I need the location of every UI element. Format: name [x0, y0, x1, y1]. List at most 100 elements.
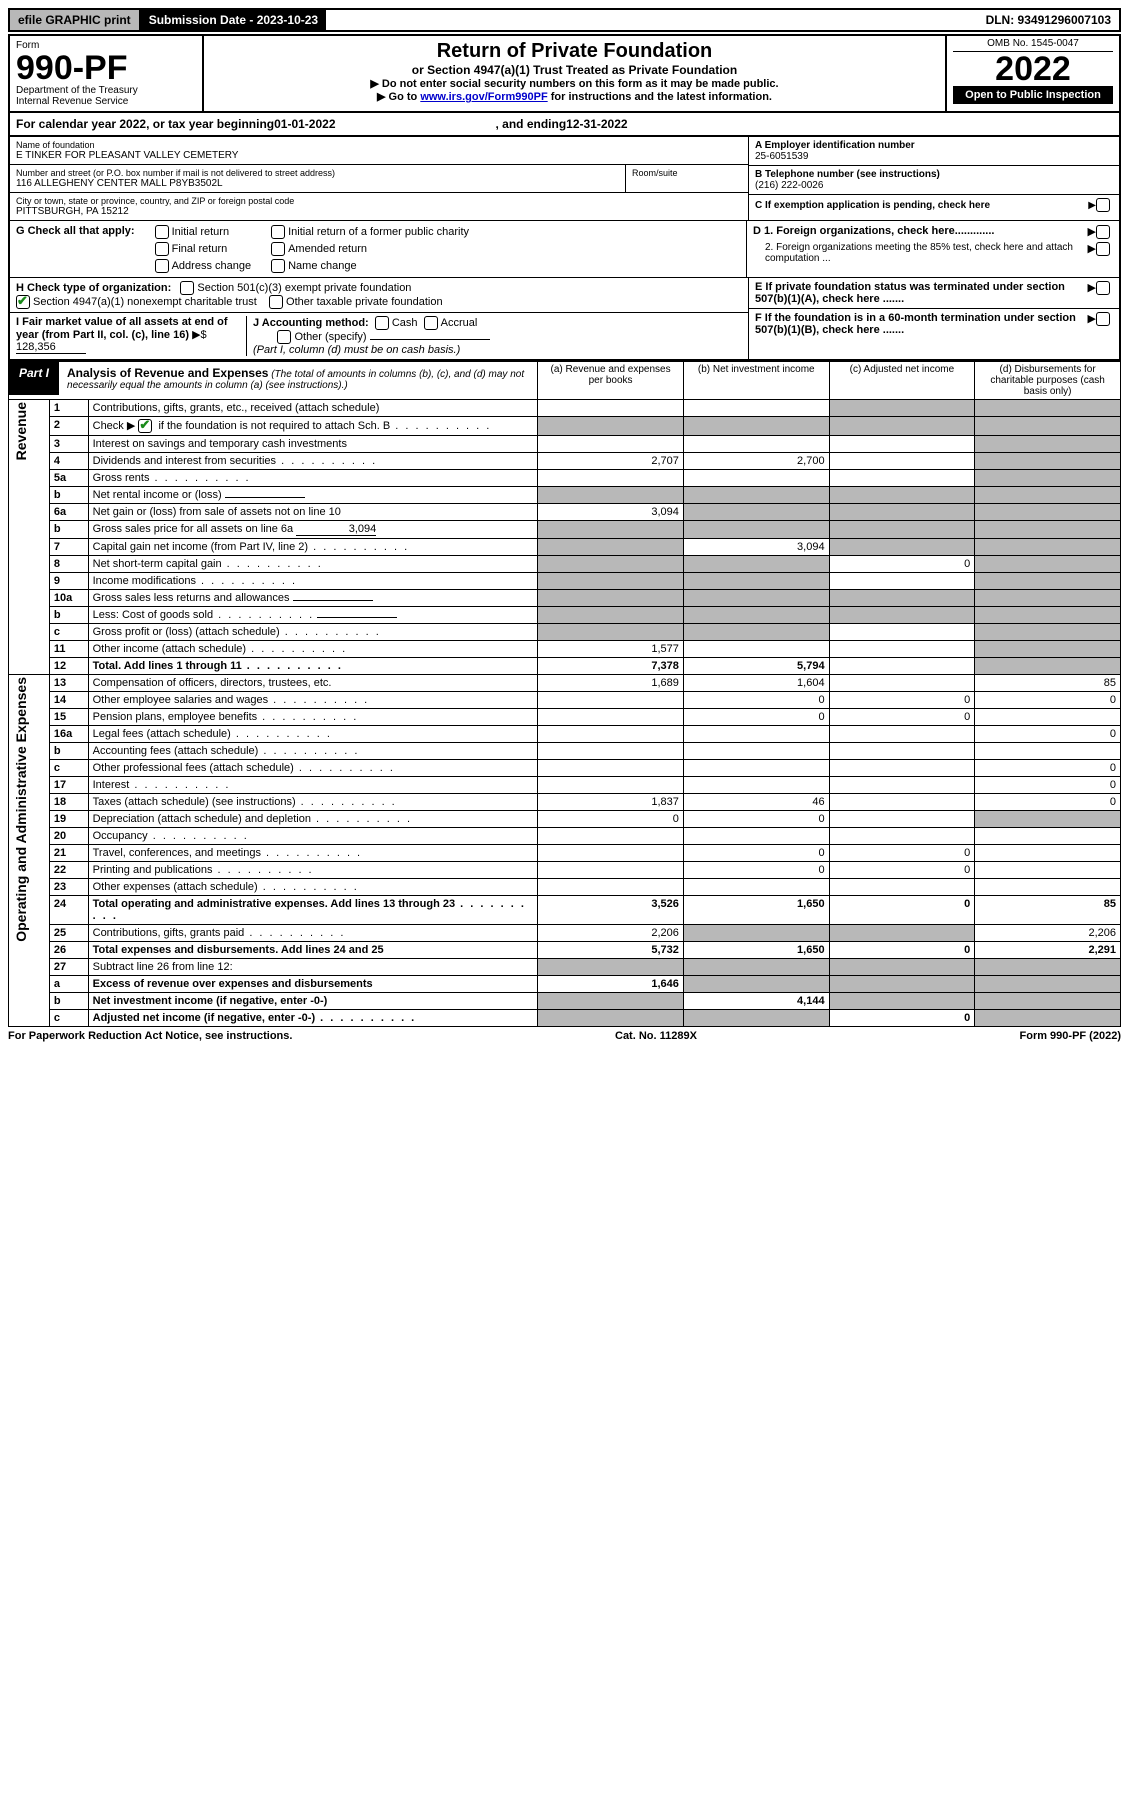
cell-value: 0	[538, 811, 684, 828]
cell-shaded	[975, 1010, 1121, 1027]
row-desc: Other employee salaries and wages	[88, 692, 538, 709]
row-num: 24	[49, 896, 88, 925]
cell-value: 3,526	[538, 896, 684, 925]
g-initial-checkbox[interactable]	[155, 225, 169, 239]
row-desc: Total expenses and disbursements. Add li…	[88, 942, 538, 959]
cell-value: 3,094	[683, 539, 829, 556]
cell-value	[829, 573, 975, 590]
row-num: 15	[49, 709, 88, 726]
cell-value	[538, 760, 684, 777]
row-desc: Income modifications	[88, 573, 538, 590]
cell-value	[538, 692, 684, 709]
cell-shaded	[538, 521, 684, 539]
table-row: 9Income modifications	[9, 573, 1121, 590]
form-title: Return of Private Foundation	[210, 40, 939, 63]
h-501c3-checkbox[interactable]	[180, 281, 194, 295]
cell-value: 3,094	[538, 504, 684, 521]
cell-shaded	[975, 521, 1121, 539]
g-initial-former-checkbox[interactable]	[271, 225, 285, 239]
col-a-header: (a) Revenue and expenses per books	[538, 362, 684, 400]
row-num: 3	[49, 436, 88, 453]
dept-treasury: Department of the Treasury	[16, 85, 196, 96]
row-num: c	[49, 1010, 88, 1027]
cell-value	[829, 726, 975, 743]
row-num: 4	[49, 453, 88, 470]
cell-value	[538, 400, 684, 417]
cell-value: 0	[683, 709, 829, 726]
cell-value: 0	[683, 811, 829, 828]
h-other-checkbox[interactable]	[269, 295, 283, 309]
d1-checkbox[interactable]	[1096, 225, 1110, 239]
cell-value: 0	[975, 794, 1121, 811]
cell-value	[683, 641, 829, 658]
topbar: efile GRAPHIC print Submission Date - 20…	[8, 8, 1121, 32]
j-cash-checkbox[interactable]	[375, 316, 389, 330]
row-num: 10a	[49, 590, 88, 607]
table-row: bLess: Cost of goods sold	[9, 607, 1121, 624]
table-row: 26Total expenses and disbursements. Add …	[9, 942, 1121, 959]
cell-shaded	[975, 607, 1121, 624]
g-amended-checkbox[interactable]	[271, 242, 285, 256]
d1-label: D 1. Foreign organizations, check here..…	[753, 225, 1088, 239]
row-num: 21	[49, 845, 88, 862]
j-other-checkbox[interactable]	[277, 330, 291, 344]
cell-value: 0	[975, 777, 1121, 794]
schb-checkbox[interactable]	[138, 419, 152, 433]
cell-value: 85	[975, 896, 1121, 925]
cell-value: 1,689	[538, 675, 684, 692]
form-number: 990-PF	[16, 51, 196, 85]
cell-shaded	[683, 504, 829, 521]
row-num: 18	[49, 794, 88, 811]
part1-label: Part I	[9, 362, 59, 395]
room-suite-label: Room/suite	[625, 165, 748, 192]
h-4947-checkbox[interactable]	[16, 295, 30, 309]
header-left: Form 990-PF Department of the Treasury I…	[10, 36, 204, 111]
row-desc: Capital gain net income (from Part IV, l…	[88, 539, 538, 556]
efile-print-button[interactable]: efile GRAPHIC print	[10, 10, 141, 30]
row-desc: Dividends and interest from securities	[88, 453, 538, 470]
cell-value: 5,794	[683, 658, 829, 675]
row-desc: Depreciation (attach schedule) and deple…	[88, 811, 538, 828]
table-row: bAccounting fees (attach schedule)	[9, 743, 1121, 760]
row-num: 1	[49, 400, 88, 417]
g-address-checkbox[interactable]	[155, 259, 169, 273]
row-num: 5a	[49, 470, 88, 487]
row-desc: Pension plans, employee benefits	[88, 709, 538, 726]
cell-shaded	[829, 417, 975, 436]
h-row: H Check type of organization: Section 50…	[10, 278, 748, 313]
row-num: b	[49, 521, 88, 539]
table-row: 5aGross rents	[9, 470, 1121, 487]
table-row: cAdjusted net income (if negative, enter…	[9, 1010, 1121, 1027]
cell-shaded	[683, 417, 829, 436]
cell-shaded	[975, 504, 1121, 521]
ein-label: A Employer identification number	[755, 140, 1113, 151]
table-row: 15Pension plans, employee benefits00	[9, 709, 1121, 726]
irs-label: Internal Revenue Service	[16, 96, 196, 107]
irs-link[interactable]: www.irs.gov/Form990PF	[420, 91, 547, 103]
cell-value	[538, 709, 684, 726]
j-accrual-checkbox[interactable]	[424, 316, 438, 330]
row-desc: Other expenses (attach schedule)	[88, 879, 538, 896]
info-grid: Name of foundation E TINKER FOR PLEASANT…	[8, 137, 1121, 221]
cell-shaded	[975, 590, 1121, 607]
g-name-checkbox[interactable]	[271, 259, 285, 273]
c-checkbox[interactable]	[1096, 198, 1110, 212]
cell-shaded	[538, 573, 684, 590]
d2-checkbox[interactable]	[1096, 242, 1110, 256]
g-final-checkbox[interactable]	[155, 242, 169, 256]
open-public-badge: Open to Public Inspection	[953, 86, 1113, 104]
f-checkbox[interactable]	[1096, 312, 1110, 326]
form-header: Form 990-PF Department of the Treasury I…	[8, 34, 1121, 113]
row-desc: Gross sales less returns and allowances	[88, 590, 538, 607]
e-checkbox[interactable]	[1096, 281, 1110, 295]
cell-shaded	[829, 959, 975, 976]
dln: DLN: 93491296007103	[978, 10, 1119, 30]
cell-shaded	[538, 624, 684, 641]
table-row: Operating and Administrative Expenses13C…	[9, 675, 1121, 692]
table-row: 12Total. Add lines 1 through 117,3785,79…	[9, 658, 1121, 675]
i-fmv-value: 128,356	[16, 341, 86, 354]
table-row: 17Interest0	[9, 777, 1121, 794]
row-num: 13	[49, 675, 88, 692]
cell-shaded	[538, 993, 684, 1010]
cell-value: 2,206	[538, 925, 684, 942]
